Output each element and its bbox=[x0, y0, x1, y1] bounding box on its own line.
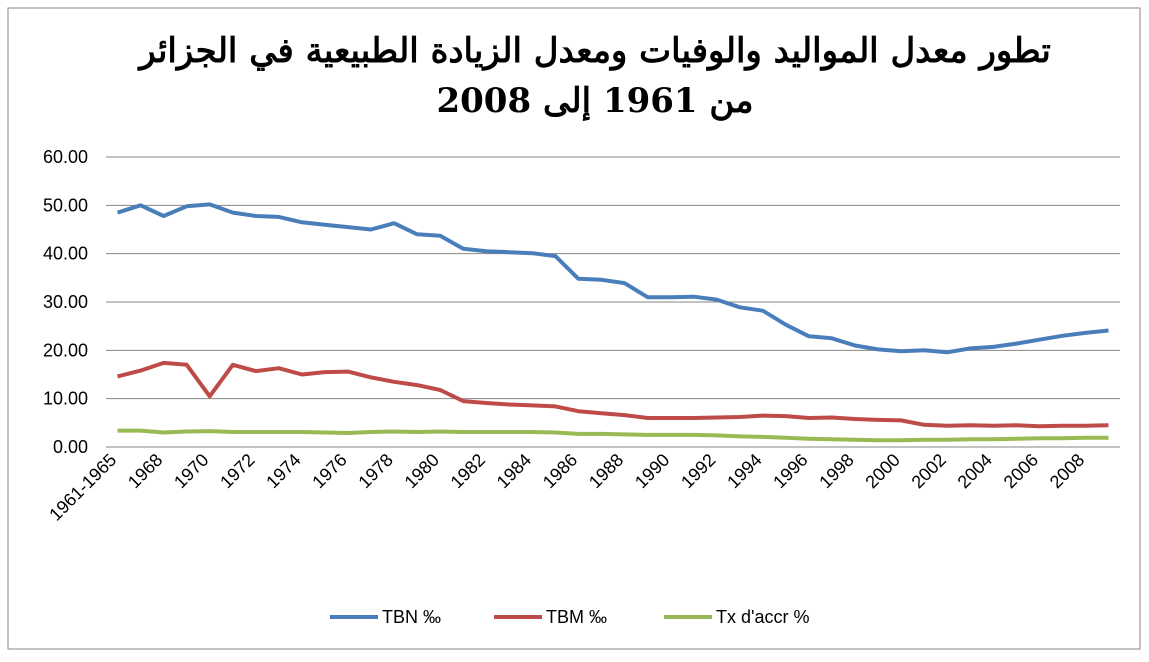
y-tick-label: 30.00 bbox=[43, 292, 88, 312]
y-tick-label: 50.00 bbox=[43, 195, 88, 215]
y-tick-label: 40.00 bbox=[43, 244, 88, 264]
series-line bbox=[117, 428, 1109, 443]
legend-label: TBM ‰ bbox=[546, 607, 607, 627]
series-line bbox=[117, 360, 1109, 429]
y-tick-label: 0.00 bbox=[53, 437, 88, 457]
legend-label: Tx d'accr % bbox=[716, 607, 809, 627]
y-tick-label: 60.00 bbox=[43, 147, 88, 167]
y-tick-label: 10.00 bbox=[43, 389, 88, 409]
y-tick-label: 20.00 bbox=[43, 340, 88, 360]
series-line bbox=[116, 202, 1109, 355]
legend-label: TBN ‰ bbox=[382, 607, 441, 627]
chart-title: تطور معدل المواليد والوفيات ومعدل الزياد… bbox=[137, 31, 1051, 71]
chart-frame bbox=[7, 7, 1141, 650]
chart-title: من 1961 إلى 2008 bbox=[436, 81, 753, 121]
